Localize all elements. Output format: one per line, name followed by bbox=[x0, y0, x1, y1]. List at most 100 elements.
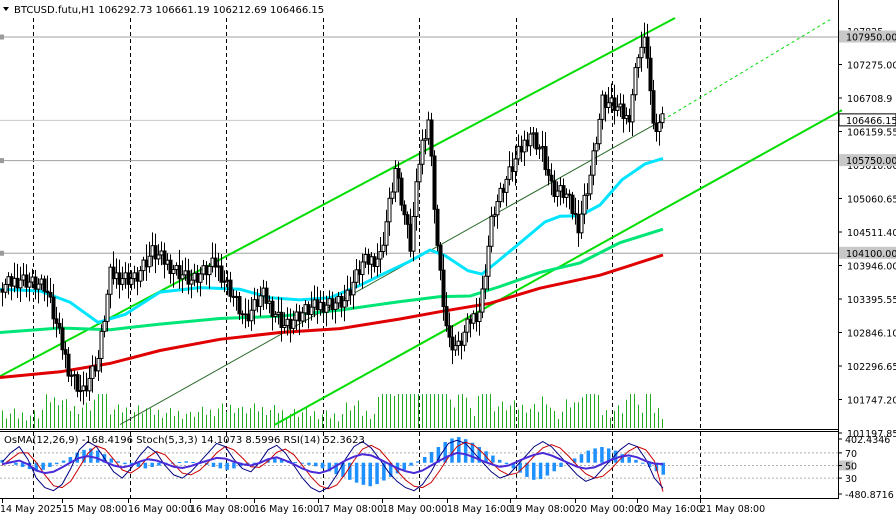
osma-bar bbox=[116, 461, 120, 463]
grid-lines bbox=[0, 18, 838, 498]
candle-bull bbox=[249, 309, 254, 322]
candle-bull bbox=[591, 150, 596, 176]
price-level-handle[interactable] bbox=[0, 158, 4, 164]
candle-bull bbox=[483, 275, 488, 290]
time-tick-label: 16 May 08:00 bbox=[190, 504, 255, 515]
candle-bull bbox=[198, 273, 203, 283]
candle-bear bbox=[396, 168, 401, 179]
price-level-handle[interactable] bbox=[0, 250, 4, 256]
candle-bull bbox=[390, 191, 395, 199]
osma-bar bbox=[497, 459, 502, 463]
osma-bar bbox=[388, 462, 393, 477]
osma-bar bbox=[211, 462, 216, 467]
candle-bull bbox=[636, 57, 641, 69]
candle-bear bbox=[534, 132, 539, 150]
candle-bull bbox=[129, 278, 134, 285]
osma-bar bbox=[443, 442, 447, 463]
candle-bull bbox=[495, 201, 500, 216]
osma-bar bbox=[34, 462, 39, 472]
osma-bar bbox=[606, 448, 611, 463]
candle-bull bbox=[120, 278, 125, 285]
price-tick-label: 106708.9 bbox=[847, 94, 892, 105]
candle-bear bbox=[219, 265, 224, 283]
candle-bull bbox=[354, 269, 359, 283]
osma-bar bbox=[647, 462, 652, 467]
candle-bull bbox=[564, 193, 569, 198]
candle-bull bbox=[324, 304, 329, 313]
candle-bull bbox=[579, 213, 584, 234]
candle-bull bbox=[291, 319, 296, 329]
candle-bull bbox=[420, 139, 425, 165]
candle-bull bbox=[555, 190, 560, 197]
candle-bull bbox=[462, 331, 467, 346]
osma-bar bbox=[150, 462, 154, 467]
osma-bar bbox=[252, 462, 257, 464]
osma-bar bbox=[20, 462, 25, 467]
time-tick-label: 20 May 16:00 bbox=[637, 504, 702, 515]
candle-bull bbox=[657, 122, 662, 132]
osma-bar bbox=[136, 462, 141, 467]
candle-bull bbox=[504, 178, 509, 193]
candle-bull bbox=[351, 281, 356, 296]
osma-bar bbox=[300, 462, 304, 464]
price-tick-label: 105060.65 bbox=[847, 195, 896, 206]
osma-bar bbox=[341, 462, 345, 477]
candle-bear bbox=[402, 204, 407, 216]
osma-bar bbox=[641, 462, 645, 464]
price-level-marker[interactable] bbox=[839, 30, 896, 43]
osma-bar bbox=[402, 462, 407, 470]
candle-bear bbox=[645, 36, 650, 59]
price-level-marker[interactable] bbox=[839, 154, 896, 167]
osma-bar bbox=[313, 462, 318, 467]
price-tick-label: 103946.00 bbox=[847, 262, 896, 273]
candle-bull bbox=[258, 295, 263, 307]
ma-slow-line bbox=[0, 253, 664, 379]
candle-bull bbox=[342, 300, 347, 308]
osma-bar bbox=[334, 462, 338, 475]
candle-bull bbox=[594, 143, 599, 152]
candle-bull bbox=[171, 269, 176, 274]
symbol-dropdown-arrow-icon[interactable] bbox=[3, 7, 9, 11]
osma-bar bbox=[0, 459, 4, 463]
candle-bull bbox=[423, 138, 428, 141]
candle-bear bbox=[603, 94, 608, 108]
candle-bull bbox=[639, 46, 644, 59]
osma-bar bbox=[463, 439, 468, 463]
candle-bear bbox=[186, 270, 191, 285]
candle-bear bbox=[237, 296, 242, 315]
time-tick-label: 19 May 08:00 bbox=[510, 504, 575, 515]
osma-bar bbox=[579, 454, 584, 463]
price-tick-label: 102846.10 bbox=[847, 329, 896, 340]
candle-bull bbox=[630, 94, 635, 123]
candle-bull bbox=[36, 283, 41, 290]
osma-bar bbox=[354, 462, 359, 483]
candle-bull bbox=[486, 245, 491, 277]
indicator-tick-label: 402.4346 bbox=[845, 435, 890, 446]
osma-bar bbox=[273, 458, 277, 463]
price-axis[interactable]: 107825107275.00106708.9106159.55105610.0… bbox=[838, 27, 896, 440]
osma-bar bbox=[416, 461, 420, 463]
candle-bull bbox=[309, 306, 314, 316]
price-level-marker[interactable] bbox=[839, 246, 896, 259]
price-marker-label: 107950.00 bbox=[846, 33, 896, 44]
osma-bar bbox=[661, 462, 665, 475]
price-marker-label: 104100.00 bbox=[846, 249, 896, 260]
osma-bar bbox=[525, 462, 529, 477]
price-tick-label: 101747.20 bbox=[847, 396, 896, 407]
candle-bear bbox=[168, 259, 173, 274]
candle-bull bbox=[108, 266, 113, 295]
osma-bar bbox=[572, 458, 577, 463]
candle-bull bbox=[345, 289, 350, 302]
candle-bull bbox=[87, 377, 92, 392]
candle-bull bbox=[492, 214, 497, 217]
price-level-handle[interactable] bbox=[0, 34, 4, 40]
candle-bull bbox=[387, 197, 392, 223]
price-tick-label: 104511.40 bbox=[847, 228, 896, 239]
candle-bear bbox=[162, 250, 167, 265]
current-price-marker[interactable] bbox=[838, 113, 896, 127]
candle-bull bbox=[585, 193, 590, 196]
osma-bar bbox=[613, 450, 618, 463]
